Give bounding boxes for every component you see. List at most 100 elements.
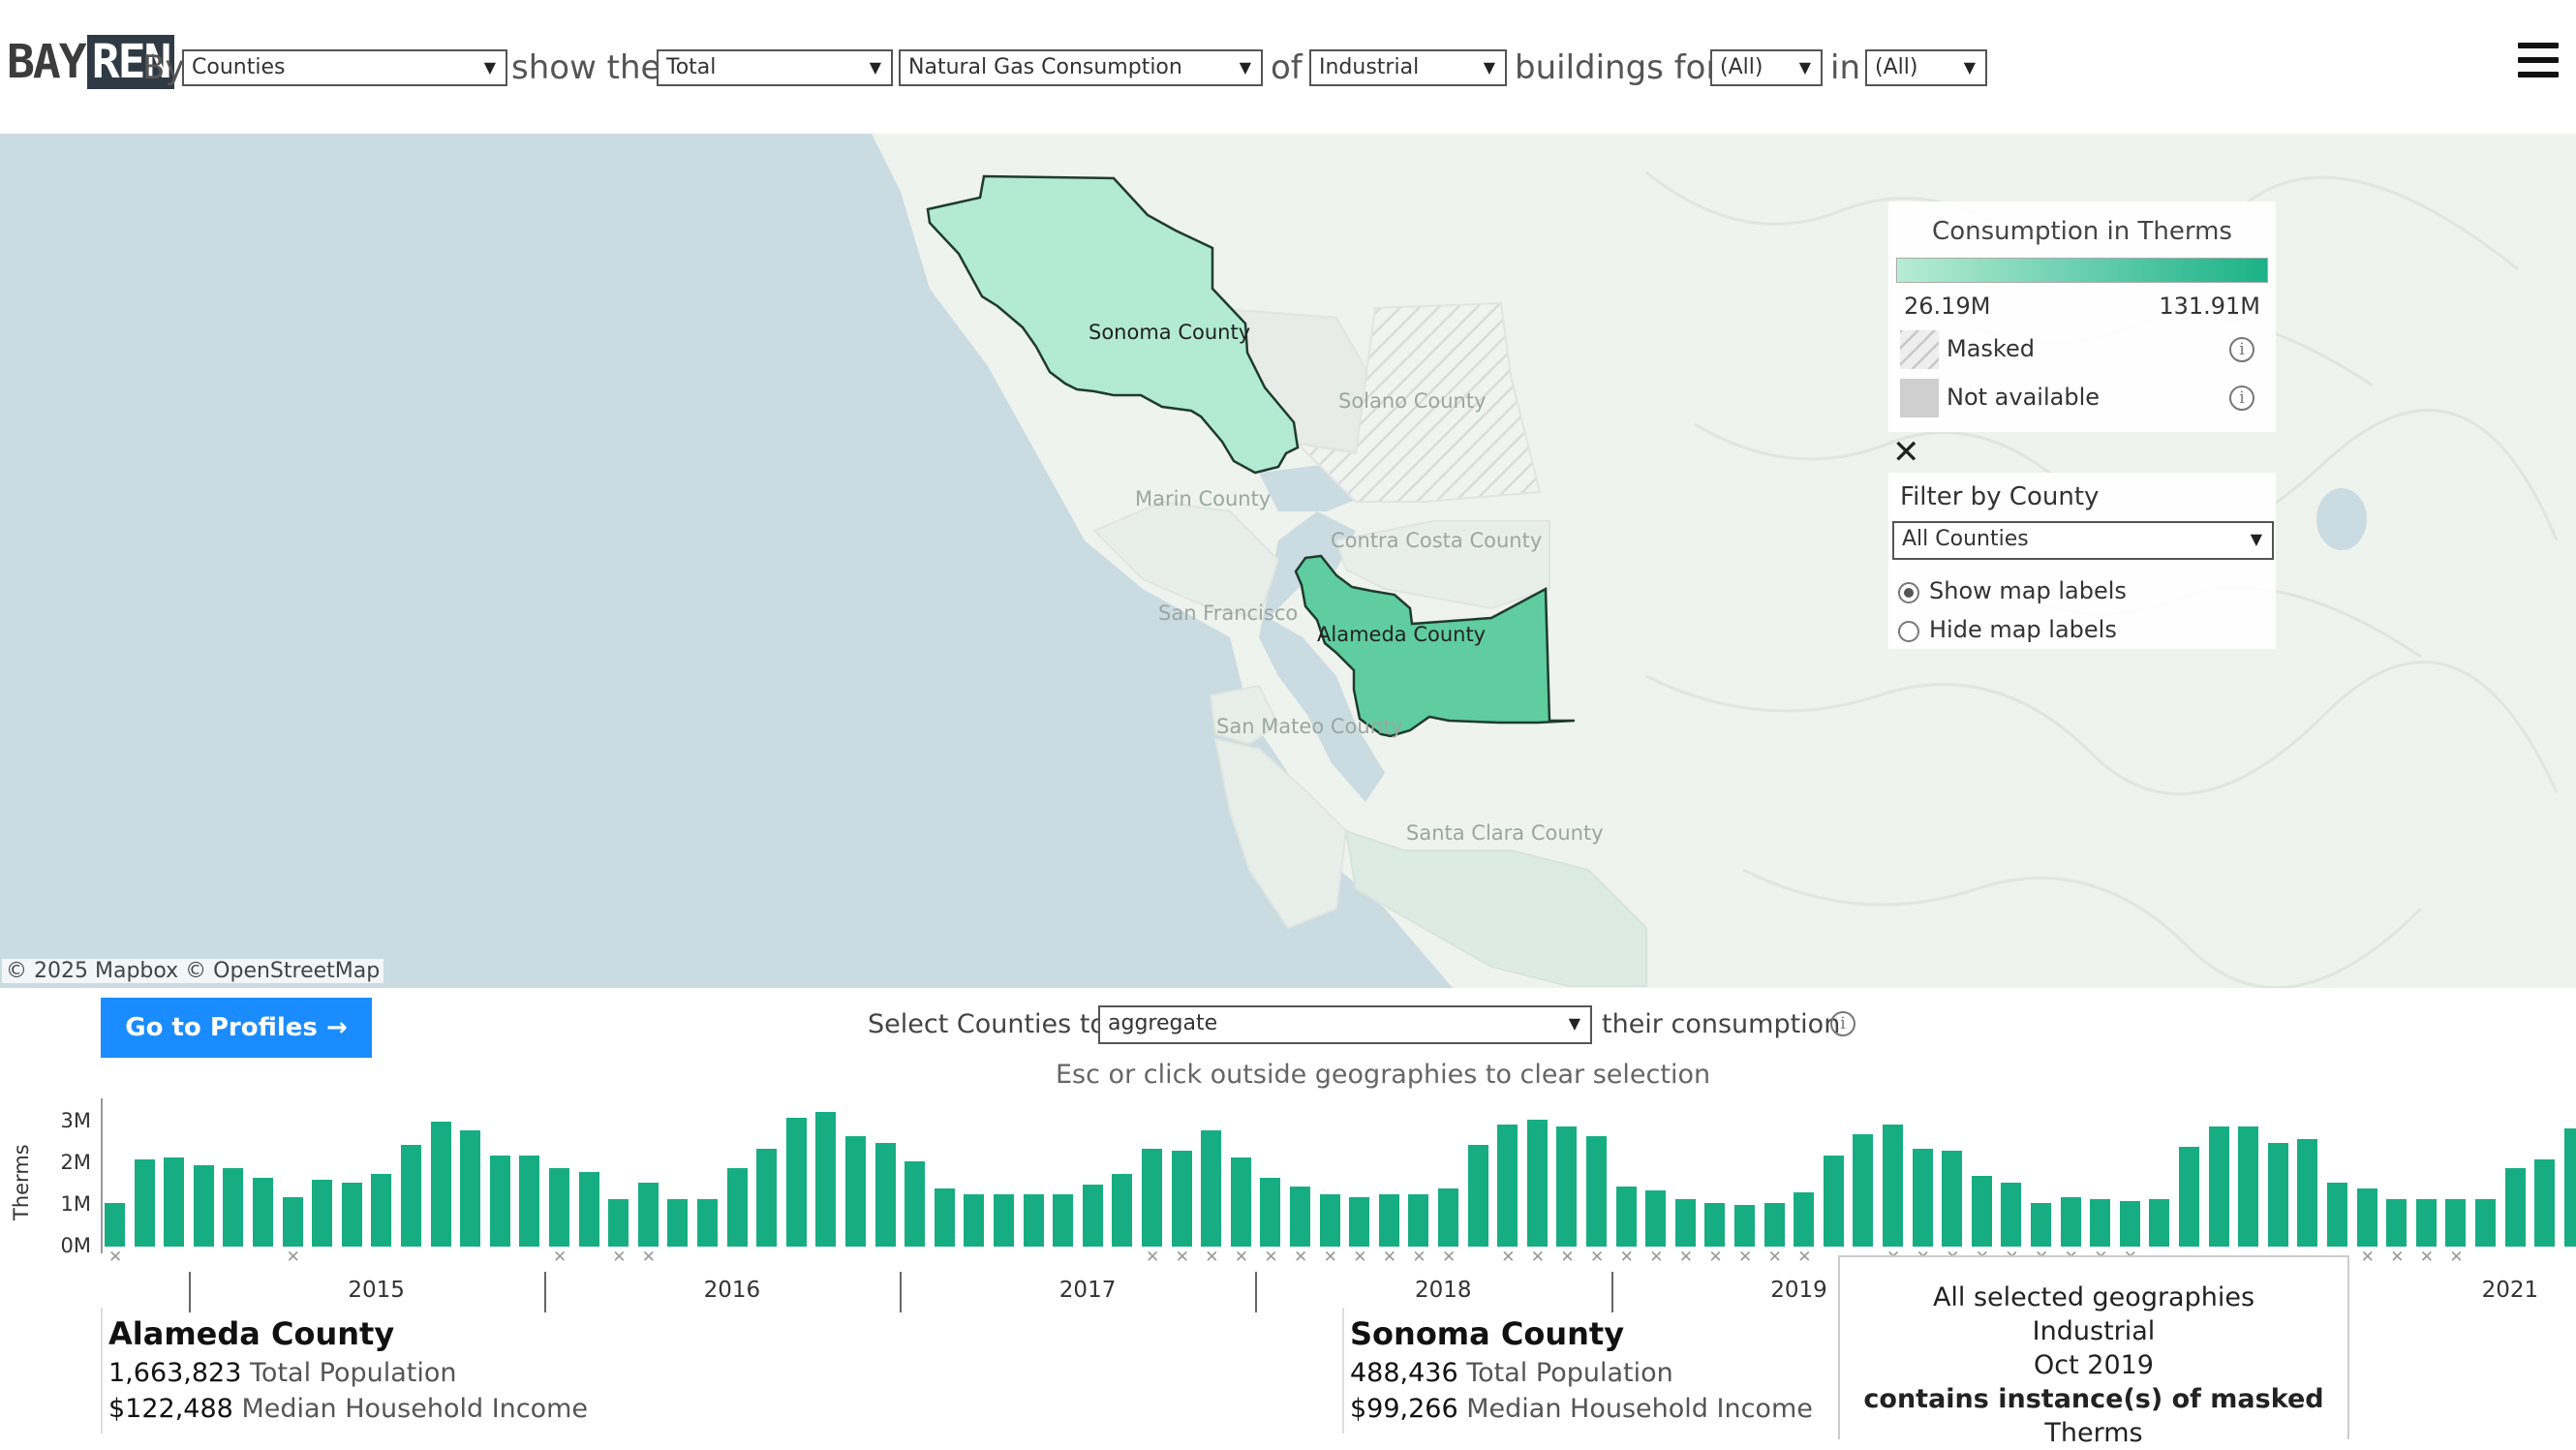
bar-2020-02[interactable] (2001, 1182, 2022, 1247)
bar-2020-10[interactable] (2238, 1126, 2259, 1247)
bar-2017-08[interactable] (1112, 1174, 1133, 1247)
bar-2021-06[interactable] (2475, 1198, 2496, 1247)
info-icon[interactable]: i (2229, 386, 2254, 411)
bar-2015-07[interactable] (371, 1174, 392, 1247)
bar-2018-05[interactable] (1378, 1194, 1399, 1247)
bar-2018-02[interactable] (1290, 1186, 1310, 1247)
bar-2021-05[interactable] (2445, 1198, 2467, 1247)
bar-2016-04[interactable] (637, 1182, 659, 1247)
aggregate-dropdown[interactable]: aggregate ▼ (1098, 1005, 1592, 1044)
bar-2019-10[interactable] (1883, 1124, 1903, 1247)
bar-2018-10[interactable] (1526, 1120, 1548, 1247)
time-filter-dropdown[interactable]: (All) ▼ (1865, 49, 1987, 86)
bar-2016-10[interactable] (815, 1111, 837, 1247)
bar-2016-02[interactable] (578, 1171, 599, 1247)
bar-2019-04[interactable] (1704, 1203, 1726, 1247)
bar-2017-05[interactable] (1023, 1194, 1044, 1247)
bar-2018-04[interactable] (1349, 1196, 1370, 1247)
sector-dropdown[interactable]: Industrial ▼ (1309, 49, 1507, 86)
bar-2020-09[interactable] (2208, 1126, 2229, 1247)
bar-2019-08[interactable] (1823, 1155, 1844, 1247)
bar-2018-06[interactable] (1408, 1194, 1429, 1247)
map[interactable]: Sonoma County Solano County Marin County… (0, 134, 2576, 988)
bar-2021-04[interactable] (2415, 1198, 2437, 1247)
info-icon[interactable]: i (1830, 1011, 1855, 1036)
bar-2017-07[interactable] (1082, 1184, 1103, 1247)
bar-2016-07[interactable] (726, 1167, 748, 1247)
bar-2019-05[interactable] (1734, 1205, 1755, 1247)
bar-2020-03[interactable] (2031, 1203, 2051, 1247)
bar-2017-06[interactable] (1053, 1194, 1074, 1247)
bar-2020-05[interactable] (2090, 1198, 2111, 1247)
bar-2017-09[interactable] (1142, 1149, 1162, 1247)
bar-2015-11[interactable] (489, 1155, 510, 1247)
close-icon[interactable]: ✕ (1892, 433, 1920, 472)
hide-labels-radio[interactable] (1898, 621, 1919, 642)
bar-2014-10[interactable] (105, 1203, 125, 1247)
bar-2014-12[interactable] (164, 1157, 185, 1247)
bar-2018-08[interactable] (1467, 1145, 1488, 1247)
bar-2019-12[interactable] (1942, 1151, 1963, 1247)
bar-2015-02[interactable] (223, 1167, 244, 1247)
hamburger-menu-icon[interactable] (2518, 43, 2559, 77)
bar-2016-08[interactable] (756, 1149, 778, 1247)
go-to-profiles-button[interactable]: Go to Profiles → (101, 998, 372, 1058)
bar-2015-12[interactable] (519, 1155, 540, 1247)
bar-2021-07[interactable] (2504, 1167, 2526, 1247)
bar-2015-09[interactable] (430, 1122, 451, 1247)
bar-2016-01[interactable] (549, 1167, 569, 1247)
measure-dropdown[interactable]: Total ▼ (657, 49, 893, 86)
bar-2016-03[interactable] (608, 1198, 629, 1247)
bar-2016-11[interactable] (845, 1136, 866, 1247)
bar-2015-01[interactable] (193, 1165, 214, 1247)
bar-2021-03[interactable] (2386, 1198, 2407, 1247)
bar-2017-12[interactable] (1230, 1157, 1251, 1247)
map-canvas[interactable] (0, 134, 2576, 988)
bar-2019-09[interactable] (1853, 1134, 1874, 1247)
building-filter-dropdown[interactable]: (All) ▼ (1710, 49, 1823, 86)
bar-2021-08[interactable] (2534, 1159, 2556, 1247)
bar-2017-03[interactable] (964, 1194, 985, 1247)
bar-2017-02[interactable] (934, 1188, 955, 1247)
bar-2014-11[interactable] (134, 1159, 155, 1247)
bar-2015-05[interactable] (312, 1180, 333, 1247)
bar-2019-03[interactable] (1674, 1198, 1696, 1247)
metric-dropdown[interactable]: Natural Gas Consumption ▼ (899, 49, 1263, 86)
bar-2015-04[interactable] (282, 1196, 303, 1247)
bar-2015-03[interactable] (253, 1178, 273, 1247)
bar-2019-06[interactable] (1763, 1203, 1785, 1247)
bar-2018-09[interactable] (1497, 1124, 1518, 1247)
bar-2021-09[interactable] (2563, 1127, 2576, 1247)
bayren-logo[interactable]: BAY REN (5, 35, 175, 89)
bar-2018-03[interactable] (1319, 1194, 1340, 1247)
bar-2020-04[interactable] (2060, 1196, 2081, 1247)
bar-2016-09[interactable] (785, 1118, 807, 1247)
bar-2019-11[interactable] (1912, 1149, 1933, 1247)
bar-2021-02[interactable] (2356, 1188, 2377, 1247)
map-attribution[interactable]: © 2025 Mapbox © OpenStreetMap (2, 959, 384, 983)
bar-2015-06[interactable] (341, 1182, 362, 1247)
bar-2020-07[interactable] (2149, 1198, 2170, 1247)
bar-2018-12[interactable] (1586, 1136, 1607, 1247)
bar-2020-12[interactable] (2297, 1138, 2318, 1247)
bar-2017-01[interactable] (905, 1161, 926, 1247)
county-filter-dropdown[interactable]: All Counties ▼ (1892, 521, 2274, 560)
show-labels-label[interactable]: Show map labels (1929, 577, 2127, 604)
bar-2015-08[interactable] (401, 1145, 421, 1247)
bar-2021-01[interactable] (2327, 1182, 2347, 1247)
consumption-chart[interactable]: Therms 0M 1M 2M 3M ✕ ✕ ✕ ✕ ✕ ✕ ✕ ✕ ✕ ✕ ✕ ✕ ✕ ✕ ✕ ✕ ✕ ✕ ✕ ✕ ✕ ✕ ✕ ✕… (0, 1095, 2576, 1312)
bar-2020-06[interactable] (2119, 1200, 2140, 1247)
bar-2020-11[interactable] (2267, 1142, 2288, 1247)
hide-labels-label[interactable]: Hide map labels (1929, 616, 2117, 643)
bar-2019-07[interactable] (1794, 1192, 1815, 1247)
bar-2015-10[interactable] (460, 1130, 481, 1247)
bar-2016-12[interactable] (874, 1142, 896, 1247)
geography-dropdown[interactable]: Counties ▼ (182, 49, 507, 86)
bar-2018-11[interactable] (1556, 1126, 1578, 1247)
bar-2017-04[interactable] (994, 1194, 1014, 1247)
bar-2020-08[interactable] (2179, 1147, 2199, 1247)
bar-2016-06[interactable] (697, 1198, 718, 1247)
bar-2019-01[interactable] (1615, 1186, 1637, 1247)
bar-2017-10[interactable] (1171, 1151, 1192, 1247)
bar-2016-05[interactable] (667, 1198, 689, 1247)
